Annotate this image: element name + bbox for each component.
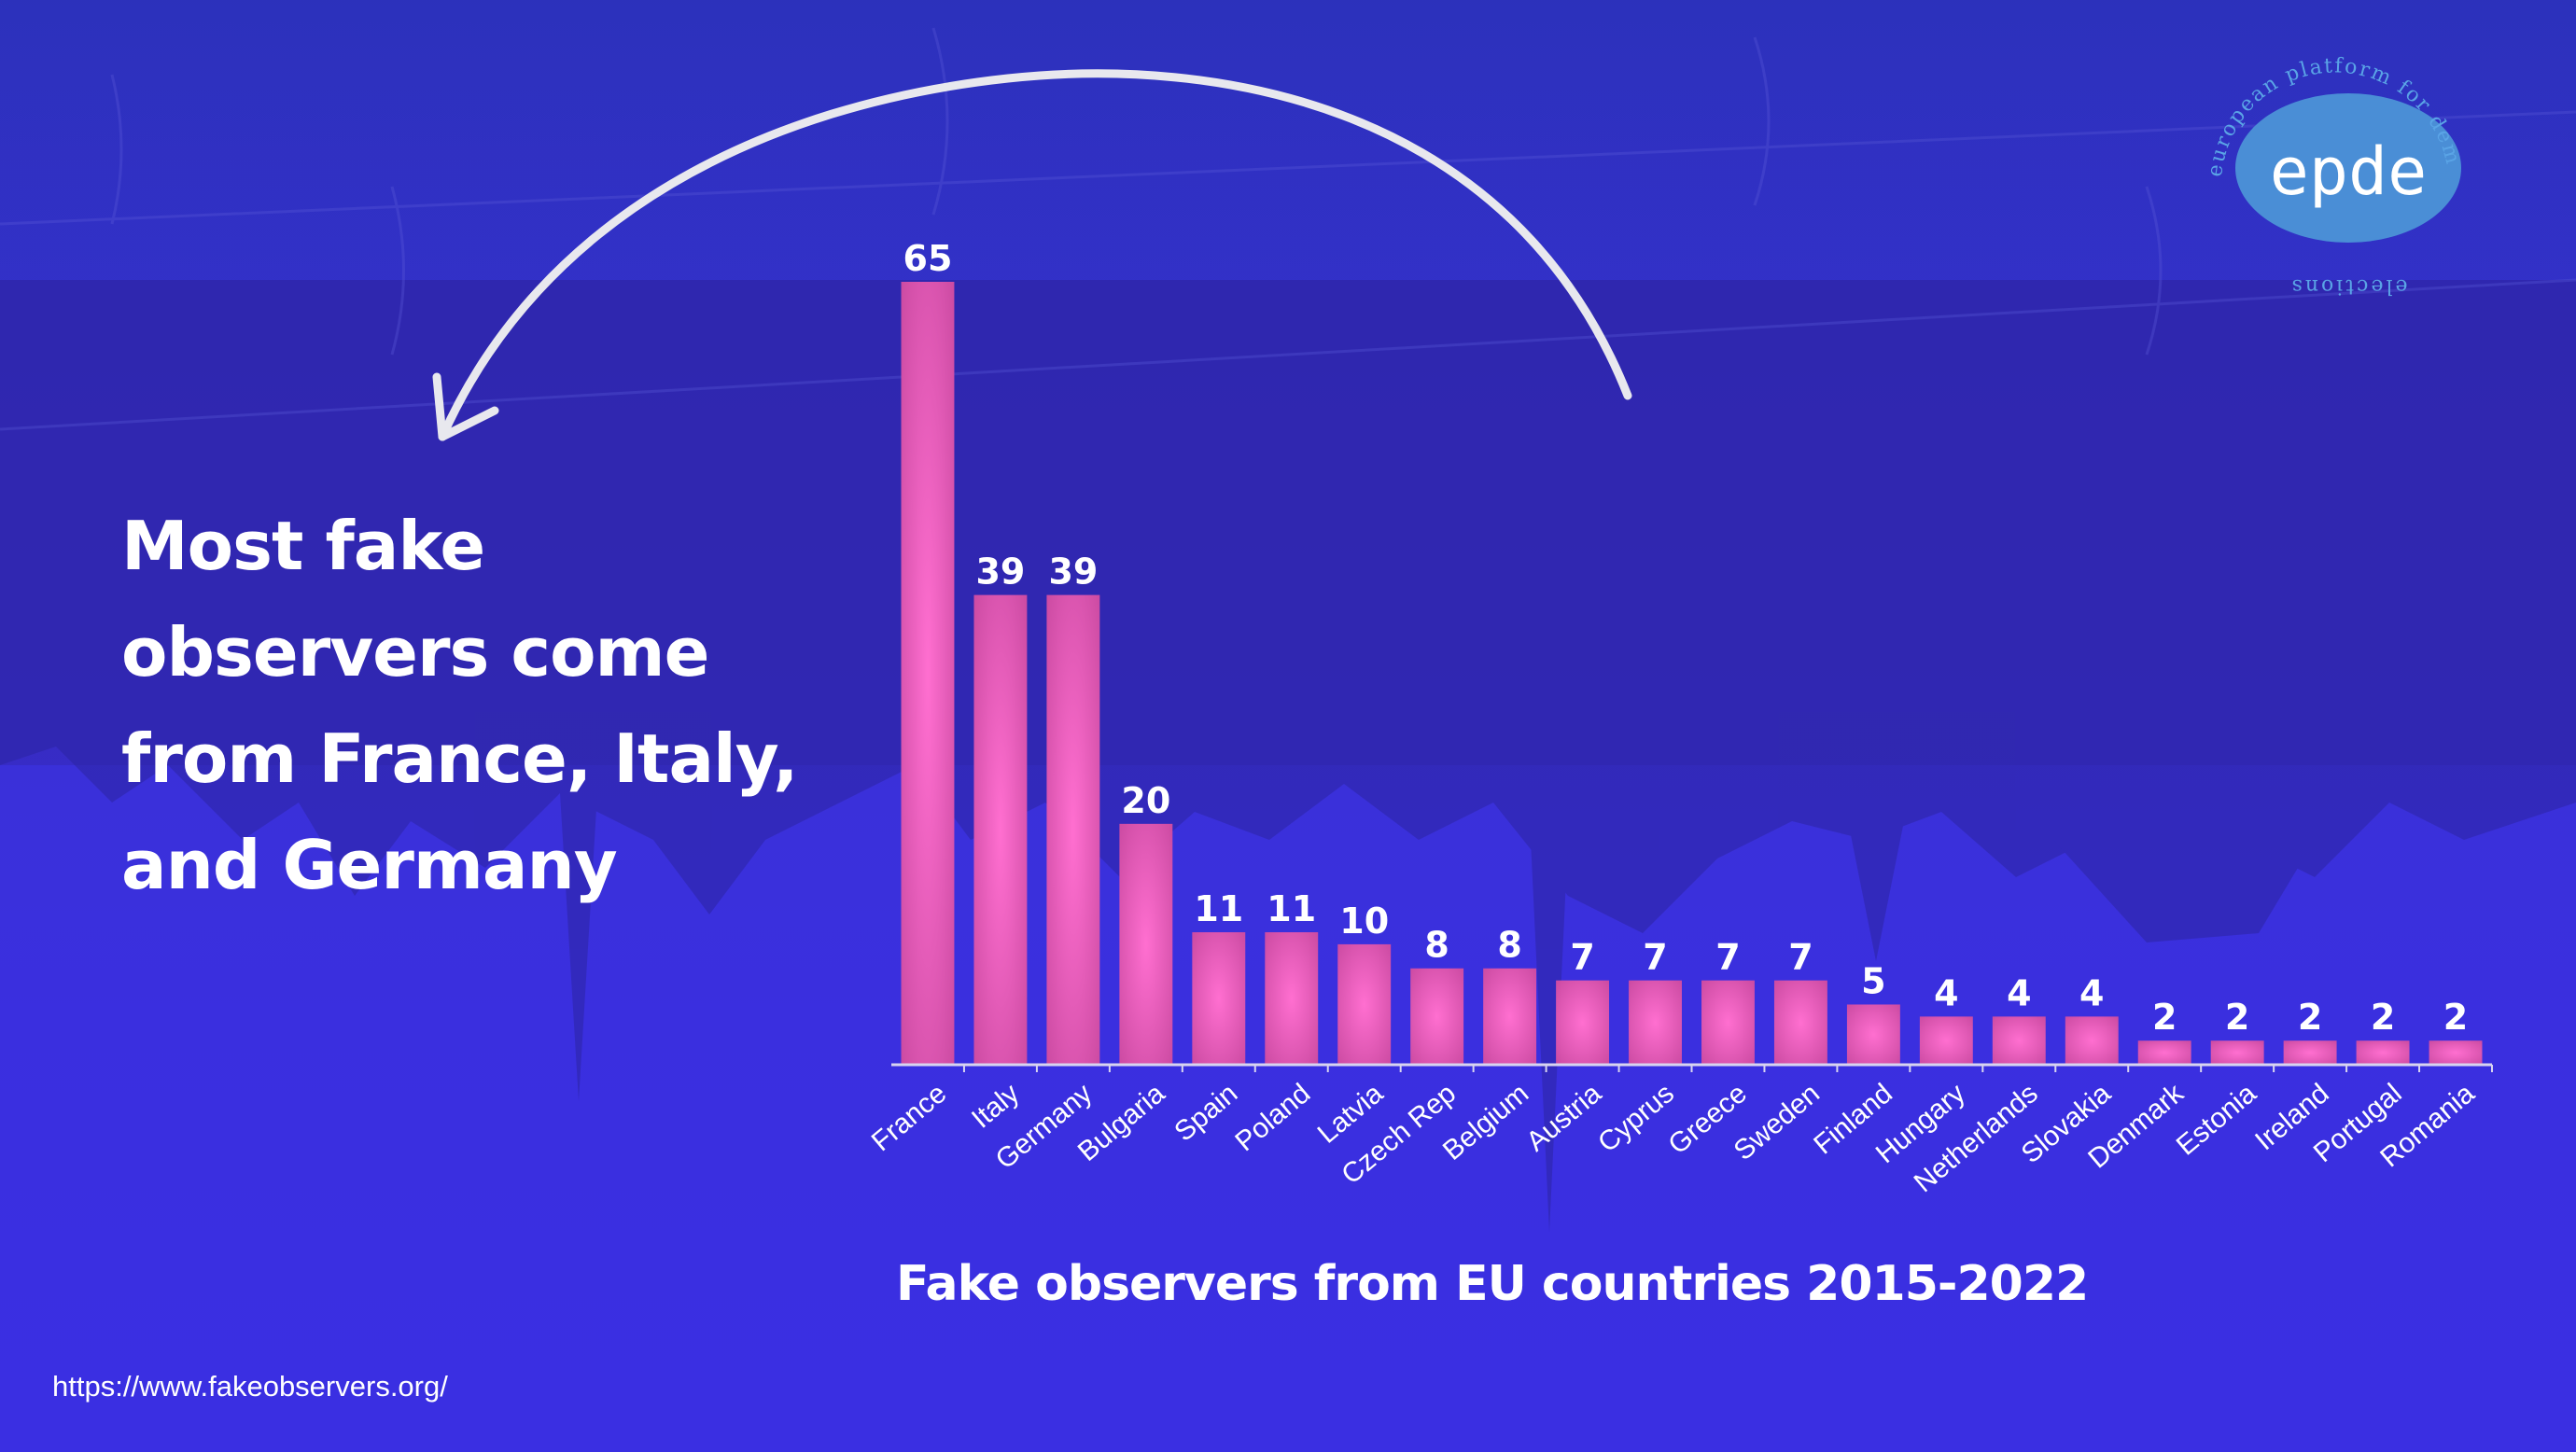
value-label: 39 xyxy=(975,551,1025,593)
bar-ireland xyxy=(2283,1040,2337,1065)
bar-poland xyxy=(1265,932,1319,1065)
value-label: 20 xyxy=(1121,780,1170,821)
value-label: 2 xyxy=(2152,997,2177,1038)
category-label: Poland xyxy=(1229,1078,1316,1157)
value-label: 11 xyxy=(1194,888,1243,929)
bar-cyprus xyxy=(1629,980,1682,1065)
bar-hungary xyxy=(1919,1016,1973,1065)
logo-ring-bottom: elections xyxy=(2289,274,2408,298)
epde-logo: epde european platform for democratic el… xyxy=(2165,37,2463,298)
bar-slovakia xyxy=(2065,1016,2119,1065)
bar-latvia xyxy=(1337,943,1392,1065)
category-label: Italy xyxy=(966,1078,1025,1135)
chart-title: Fake observers from EU countries 2015-20… xyxy=(896,1256,2089,1312)
headline-line-4: and Germany xyxy=(121,826,618,904)
value-label: 39 xyxy=(1048,551,1098,593)
value-label: 2 xyxy=(2371,997,2395,1038)
bar-sweden xyxy=(1773,980,1827,1065)
value-label: 7 xyxy=(1570,937,1594,978)
value-label: 7 xyxy=(1715,937,1740,978)
value-label: 8 xyxy=(1497,925,1521,966)
logo-wordmark: epde xyxy=(2270,133,2428,210)
bar-portugal xyxy=(2356,1040,2410,1065)
value-label: 2 xyxy=(2225,997,2249,1038)
category-label: France xyxy=(866,1078,953,1157)
bar-netherlands xyxy=(1992,1016,2046,1065)
bar-greece xyxy=(1701,980,1755,1065)
value-label: 2 xyxy=(2443,997,2468,1038)
category-label: Estonia xyxy=(2171,1078,2262,1162)
value-label: 8 xyxy=(1424,925,1449,966)
value-label: 7 xyxy=(1643,937,1667,978)
bar-bulgaria xyxy=(1119,823,1173,1065)
value-label: 2 xyxy=(2298,997,2322,1038)
headline-line-2: observers come xyxy=(121,613,709,691)
bar-denmark xyxy=(2137,1040,2191,1065)
value-label: 10 xyxy=(1339,901,1389,942)
headline-line-1: Most fake xyxy=(121,507,485,585)
value-label: 7 xyxy=(1788,937,1813,978)
source-link[interactable]: https://www.fakeobservers.org/ xyxy=(52,1370,448,1403)
bar-italy xyxy=(973,594,1028,1065)
bar-austria xyxy=(1556,980,1610,1065)
value-label: 4 xyxy=(2007,972,2031,1013)
bar-france xyxy=(901,282,955,1065)
bar-romania xyxy=(2429,1040,2483,1065)
value-label: 5 xyxy=(1861,960,1885,1001)
headline-line-3: from France, Italy, xyxy=(121,719,798,798)
bar-czech-rep xyxy=(1410,968,1464,1065)
category-label: Cyprus xyxy=(1592,1078,1680,1158)
bar-germany xyxy=(1046,594,1100,1065)
bar-spain xyxy=(1192,932,1246,1065)
bar-finland xyxy=(1846,1004,1900,1065)
value-label: 4 xyxy=(1934,972,1958,1013)
headline: Most fake observers come from France, It… xyxy=(121,493,868,918)
value-label: 11 xyxy=(1267,888,1316,929)
category-label: Austria xyxy=(1520,1078,1607,1157)
value-label: 4 xyxy=(2079,972,2104,1013)
bar-belgium xyxy=(1483,968,1537,1065)
value-label: 65 xyxy=(903,238,953,279)
bar-estonia xyxy=(2210,1040,2264,1065)
